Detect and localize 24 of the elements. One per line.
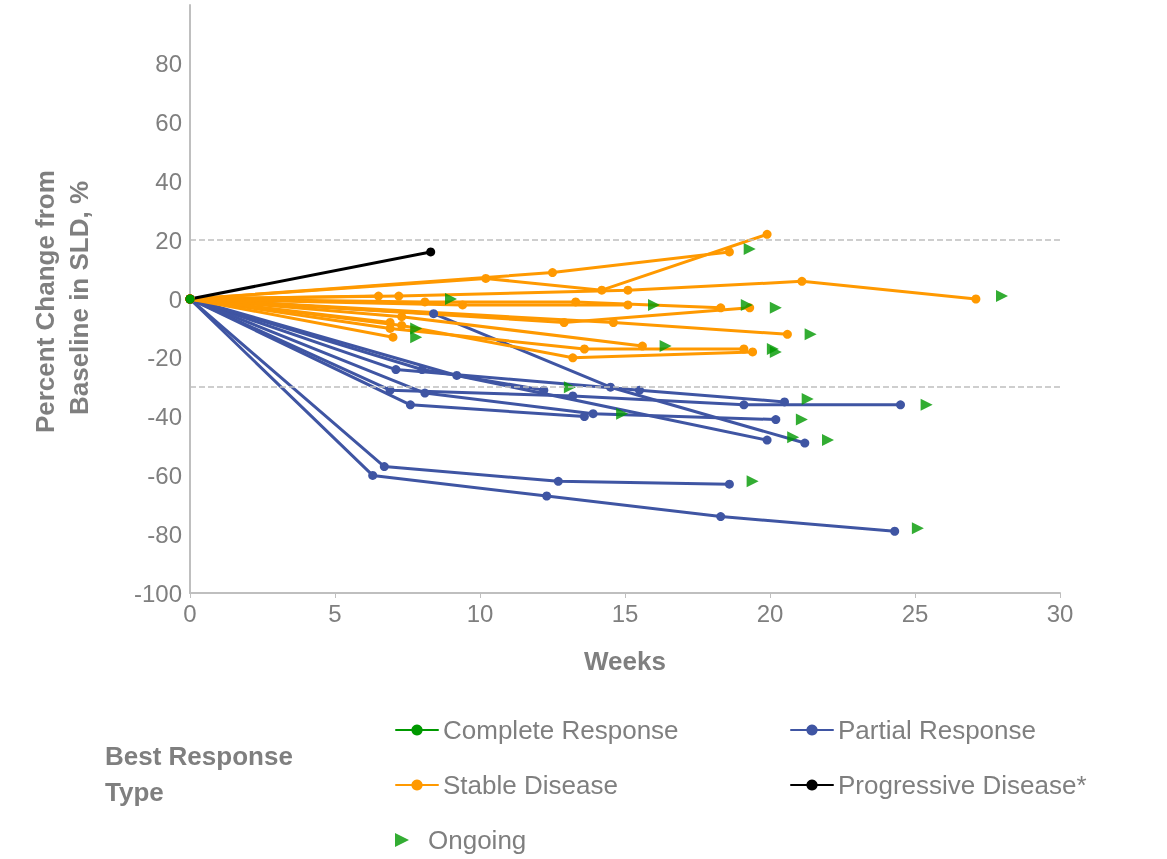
legend-label: Ongoing [428,825,527,855]
y-tick-label: -100 [133,579,182,607]
legend-label: Stable Disease [443,770,618,800]
y-axis-title: Percent Change from Baseline in SLD, % [30,162,94,434]
x-tick-label: 30 [1046,599,1074,627]
x-tick-label: 10 [466,599,494,627]
y-tick-label: -20 [147,344,182,372]
x-tick-label: 5 [328,599,342,627]
y-tick-label: -40 [147,403,182,431]
x-tick-label: 15 [611,599,639,627]
x-tick-label: 25 [901,599,929,627]
y-tick-label: 20 [155,226,182,254]
legend-label: Complete Response [443,715,679,745]
y-tick-label: 0 [168,285,182,313]
legend-title: Best Response Type [105,741,301,807]
y-tick-label: -60 [147,461,182,489]
y-tick-label: 40 [155,167,182,195]
y-tick-label: -80 [147,520,182,548]
y-tick-label: 80 [155,50,182,78]
legend-label: Progressive Disease* [838,770,1087,800]
y-tick-label: 60 [155,109,182,137]
x-tick-label: 20 [756,599,784,627]
legend-label: Partial Response [838,715,1036,745]
x-axis-title: Weeks [584,646,666,676]
